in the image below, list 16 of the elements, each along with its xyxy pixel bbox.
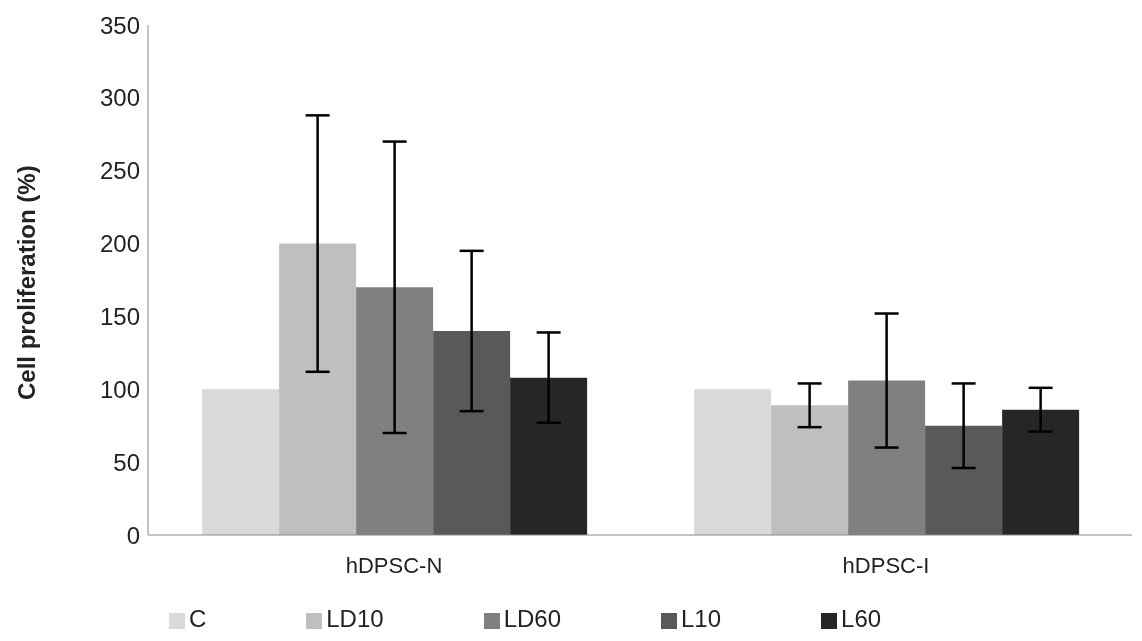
- y-tick-label: 300: [99, 84, 140, 112]
- y-tick-label: 200: [99, 230, 140, 258]
- legend-label: LD60: [503, 605, 561, 632]
- y-tick-label: 150: [99, 302, 140, 330]
- legend-label: L10: [681, 605, 722, 632]
- y-tick-label: 350: [99, 11, 140, 39]
- legend-label: C: [188, 605, 207, 632]
- legend-label: L60: [841, 605, 882, 632]
- x-tick-label: hDPSC-I: [842, 552, 930, 578]
- x-tick-label: hDPSC-N: [345, 552, 443, 578]
- y-tick-label: 50: [113, 448, 140, 476]
- y-axis-title: Cell proliferation (%): [12, 165, 40, 400]
- y-tick-label: 100: [99, 375, 140, 403]
- legend-label: LD10: [326, 605, 384, 632]
- y-tick-label: 250: [99, 157, 140, 185]
- y-tick-label: 0: [126, 521, 140, 549]
